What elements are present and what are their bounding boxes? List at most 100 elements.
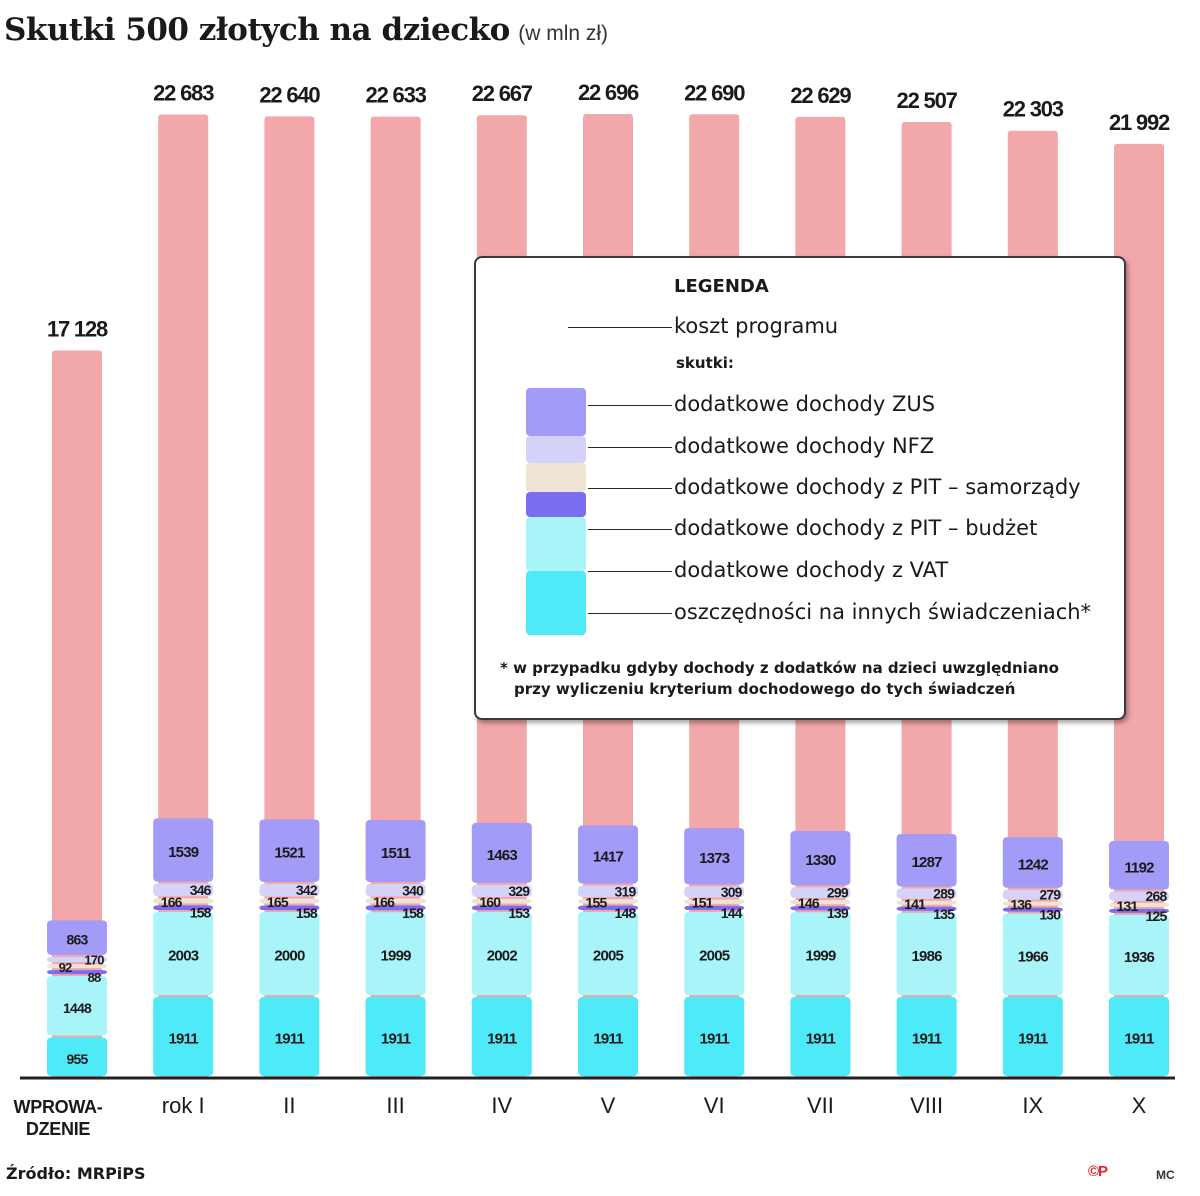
- cost-value-label: 22 640: [259, 82, 320, 107]
- segment-label-nfz: 289: [933, 886, 955, 902]
- segment-label-zus: 1463: [487, 847, 518, 864]
- stack-segment-nfz: [1109, 891, 1169, 901]
- stack-segment-zus: [1002, 837, 1063, 888]
- cost-value-label: 21 992: [1109, 110, 1170, 135]
- segment-label-pit-samorzady: 141: [904, 896, 926, 912]
- segment-label-osz: 1911: [806, 1030, 836, 1047]
- stack-segment-nfz: [47, 956, 107, 963]
- segment-label-osz: 1911: [1124, 1030, 1154, 1047]
- stack-segment-vat: [896, 912, 957, 995]
- x-tick-label: rok I: [162, 1093, 205, 1118]
- stack-segment-pit_sam: [896, 900, 957, 905]
- stack-segment-zus: [1109, 840, 1169, 890]
- x-tick-label: IX: [1022, 1093, 1043, 1118]
- segment-label-nfz: 279: [1039, 887, 1061, 903]
- segment-label-zus: 1192: [1124, 859, 1154, 876]
- stack-segment-nfz: [896, 888, 957, 899]
- segment-label-pit-budzet: 144: [721, 905, 743, 921]
- segment-label-vat: 1999: [381, 948, 412, 965]
- segment-label-nfz: 299: [827, 885, 849, 901]
- stack-segment-nfz: [471, 884, 532, 897]
- segment-label-pit-samorzady: 136: [1010, 897, 1032, 913]
- stack-segment-zus: [153, 818, 214, 882]
- segment-label-osz: 1911: [169, 1030, 199, 1047]
- legend-footnote-2: przy wyliczeniu kryterium dochodowego do…: [514, 680, 1016, 698]
- segment-label-pit-budzet: 153: [508, 905, 530, 921]
- stack-segment-pit_bud: [47, 970, 107, 975]
- stack-segment-osz: [684, 996, 745, 1076]
- stack-segment-zus: [365, 819, 426, 883]
- stack-segment-zus: [259, 819, 320, 882]
- stack-segment-pit_sam: [365, 898, 426, 904]
- legend-label-nfz: dodatkowe dochody NFZ: [674, 434, 935, 458]
- segment-label-pit-budzet: 125: [1146, 908, 1168, 924]
- segment-label-pit-budzet: 135: [933, 906, 955, 922]
- stack-segment-pit_bud: [578, 905, 638, 910]
- legend-subheading: skutki:: [676, 354, 734, 372]
- stack-segment-pit_sam: [259, 898, 320, 904]
- segment-label-nfz: 319: [615, 883, 637, 899]
- x-tick-label: III: [386, 1093, 404, 1118]
- segment-label-pit-budzet: 88: [88, 970, 101, 985]
- stack-segment-zus: [471, 822, 532, 883]
- stack-segment-pit_bud: [1002, 907, 1063, 912]
- cost-value-label: 22 696: [578, 80, 639, 105]
- stack-segment-zus: [47, 920, 107, 955]
- cost-value-label: 22 629: [790, 83, 851, 108]
- segment-label-pit-samorzady: 92: [59, 960, 72, 975]
- segment-label-pit-budzet: 148: [615, 905, 637, 921]
- segment-label-pit-samorzady: 146: [798, 895, 820, 911]
- segment-label-zus: 1373: [699, 850, 730, 867]
- cost-value-label: 22 667: [472, 81, 533, 106]
- x-tick-label: II: [283, 1093, 295, 1118]
- segment-label-pit-budzet: 158: [296, 905, 318, 921]
- segment-label-vat: 2005: [593, 947, 624, 964]
- publisher-logo: ©P: [1088, 1163, 1108, 1180]
- stack-segment-nfz: [790, 887, 851, 899]
- segment-label-vat: 1999: [805, 948, 836, 965]
- legend-swatch-vat: [526, 517, 586, 571]
- segment-label-vat: 2002: [487, 948, 518, 965]
- segment-label-vat: 2005: [699, 947, 730, 964]
- x-tick-label: X: [1132, 1093, 1147, 1118]
- author-initials: MC: [1156, 1168, 1175, 1182]
- stack-segment-zus: [684, 828, 745, 885]
- stack-segment-vat: [684, 911, 745, 995]
- cost-bar: [52, 350, 102, 1079]
- segment-label-pit-samorzady: 155: [586, 894, 608, 910]
- legend-swatch-oszczednosci: [526, 571, 586, 635]
- segment-label-nfz: 342: [296, 882, 318, 898]
- stack-segment-pit_sam: [790, 900, 851, 905]
- segment-label-vat: 1936: [1124, 949, 1155, 966]
- segment-label-osz: 955: [67, 1051, 89, 1067]
- x-tick-label: DZENIE: [26, 1119, 91, 1139]
- segment-label-nfz: 268: [1146, 888, 1168, 904]
- segment-label-osz: 1911: [1018, 1030, 1048, 1047]
- legend-leader-vat: [588, 571, 672, 572]
- legend-leader-zus: [588, 405, 672, 406]
- stack-segment-nfz: [578, 885, 638, 898]
- stack-segment-nfz: [684, 886, 745, 898]
- x-tick-label: V: [601, 1093, 616, 1118]
- source-note: Źródło: MRPiPS: [6, 1164, 146, 1183]
- stack-segment-pit_bud: [153, 905, 214, 911]
- legend-leader-pit-budzet: [588, 529, 672, 530]
- segment-label-vat: 2000: [274, 948, 305, 965]
- x-tick-label: VII: [807, 1093, 834, 1118]
- segment-label-pit-budzet: 130: [1039, 907, 1061, 923]
- legend-leader-oszczednosci: [588, 613, 672, 614]
- stack-segment-vat: [1002, 913, 1063, 995]
- cost-value-label: 22 507: [897, 88, 958, 113]
- stack-segment-vat: [365, 912, 426, 995]
- stack-segment-pit_sam: [1109, 902, 1169, 907]
- stack-segment-osz: [365, 996, 426, 1076]
- segment-label-pit-budzet: 158: [190, 905, 212, 921]
- stack-segment-pit_bud: [471, 905, 532, 911]
- segment-label-pit-samorzady: 166: [373, 894, 395, 910]
- stack-segment-vat: [578, 911, 638, 995]
- cost-value-label: 22 683: [153, 81, 214, 106]
- legend-swatch-pit-samorzady: [526, 463, 586, 492]
- segment-label-nfz: 329: [508, 883, 530, 899]
- stack-segment-pit_sam: [47, 964, 107, 969]
- stack-segment-nfz: [153, 883, 214, 897]
